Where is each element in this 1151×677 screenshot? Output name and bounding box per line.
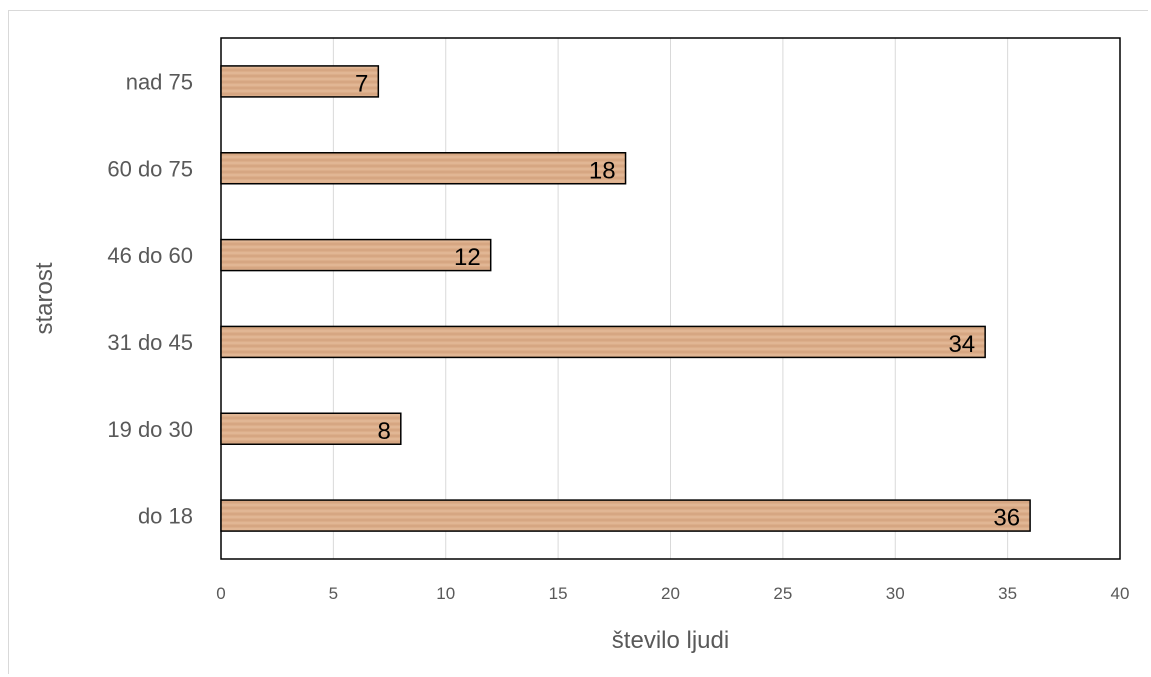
y-axis-title: starost — [31, 262, 58, 334]
data-label: 18 — [589, 157, 616, 184]
data-label: 7 — [355, 70, 368, 97]
category-label: 19 do 30 — [107, 417, 193, 442]
x-tick-label: 5 — [329, 584, 338, 603]
x-tick-label: 0 — [216, 584, 225, 603]
category-label: do 18 — [138, 504, 193, 529]
x-tick-label: 30 — [886, 584, 905, 603]
x-axis-title: število ljudi — [612, 627, 729, 654]
gridlines — [332, 38, 1009, 559]
x-tick-label: 10 — [436, 584, 455, 603]
x-tick-label: 35 — [998, 584, 1017, 603]
bar — [220, 412, 402, 445]
chart-frame — [8, 10, 1148, 674]
bar — [220, 65, 380, 98]
bars: 36 8 34 12 18 7 — [220, 65, 1031, 532]
plot-area-border — [220, 37, 1121, 560]
x-tick-label: 15 — [549, 584, 568, 603]
x-tick-label: 20 — [661, 584, 680, 603]
bar — [220, 325, 986, 359]
category-label: nad 75 — [126, 69, 193, 94]
data-label: 8 — [377, 418, 390, 445]
category-label: 46 do 60 — [107, 243, 193, 268]
bar — [220, 238, 492, 272]
bar — [220, 152, 627, 185]
x-tick-labels: 0 5 10 15 20 25 30 35 40 — [216, 584, 1129, 603]
category-label: 31 do 45 — [107, 330, 193, 355]
data-label: 12 — [454, 244, 481, 271]
x-tick-label: 40 — [1111, 584, 1130, 603]
category-label: 60 do 75 — [107, 156, 193, 181]
data-label: 34 — [948, 331, 975, 358]
category-labels: do 18 19 do 30 31 do 45 46 do 60 60 do 75 nad… — [107, 69, 193, 528]
bar — [220, 499, 1031, 532]
data-label: 36 — [993, 505, 1020, 532]
x-tick-label: 25 — [773, 584, 792, 603]
